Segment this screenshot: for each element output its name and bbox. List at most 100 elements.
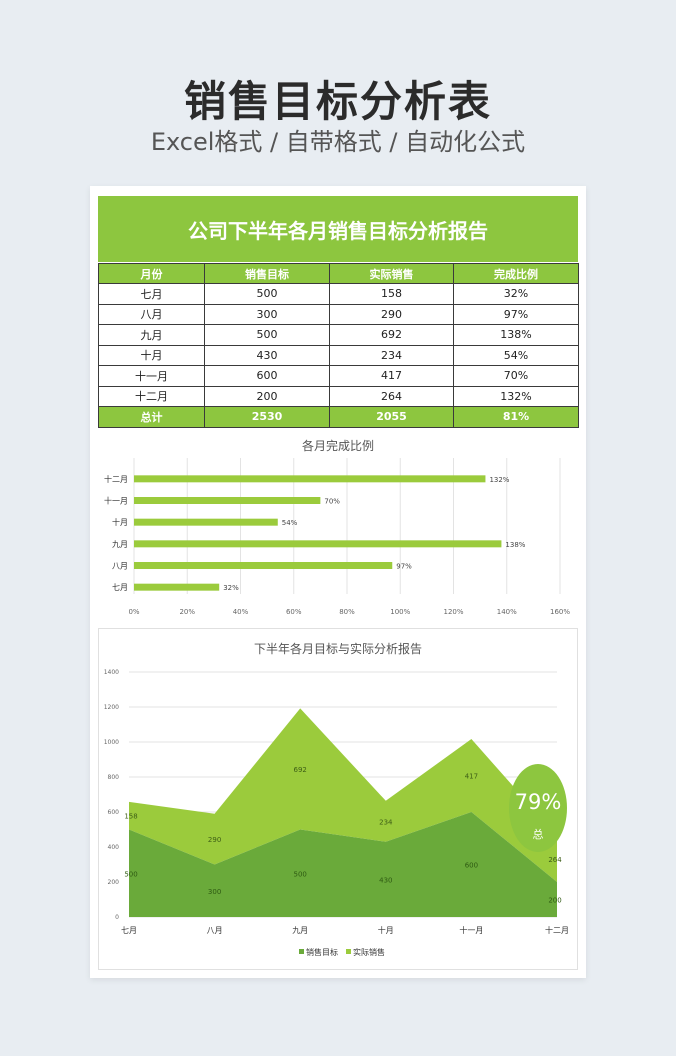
sales-table: 月份 销售目标 实际销售 完成比例 七月 500 158 32% 八月 300 … [98, 263, 579, 428]
bar [134, 475, 486, 483]
column-header: 实际销售 [329, 263, 454, 284]
x-tick-label: 40% [233, 608, 249, 616]
y-category-label: 七月 [112, 583, 128, 592]
table-header-row: 月份 销售目标 实际销售 完成比例 [98, 263, 579, 284]
x-category-label: 七月 [121, 926, 137, 935]
area-series-target [129, 812, 557, 917]
cell-ratio: 132% [453, 385, 579, 407]
cell-target: 300 [204, 303, 330, 325]
page-title: 销售目标分析表 [183, 77, 492, 126]
cell-month: 十一月 [98, 365, 205, 387]
target-data-label: 300 [208, 888, 221, 896]
y-category-label: 十一月 [104, 496, 128, 506]
bar [134, 583, 220, 591]
target-data-label: 200 [548, 897, 561, 905]
y-tick-label: 400 [108, 844, 120, 851]
target-data-label: 500 [124, 870, 137, 878]
column-header: 销售目标 [204, 263, 330, 284]
x-category-label: 十一月 [459, 925, 483, 935]
x-category-label: 九月 [292, 926, 308, 935]
cell-ratio: 138% [453, 324, 579, 346]
bar [134, 562, 393, 569]
cell-month: 七月 [98, 283, 205, 305]
x-tick-label: 140% [497, 608, 517, 616]
bar [134, 540, 502, 548]
bar-value-label: 138% [505, 541, 525, 549]
cell-target: 500 [204, 283, 330, 305]
x-tick-label: 100% [390, 608, 410, 616]
cell-ratio: 70% [453, 365, 579, 387]
legend-label-actual: 实际销售 [353, 947, 385, 957]
report-title: 公司下半年各月销售目标分析报告 [98, 196, 578, 262]
table-row: 十一月 600 417 70% [98, 365, 579, 387]
x-tick-label: 20% [179, 608, 195, 616]
target-data-label: 430 [379, 876, 392, 884]
y-tick-label: 800 [108, 774, 120, 781]
actual-data-label: 234 [379, 818, 393, 826]
target-data-label: 500 [294, 870, 307, 878]
cell-month: 八月 [98, 303, 205, 325]
total-ratio: 81% [453, 406, 579, 428]
cell-ratio: 97% [453, 303, 579, 325]
cell-month: 九月 [98, 324, 205, 346]
legend-label-target: 销售目标 [306, 947, 338, 957]
x-tick-label: 160% [550, 608, 570, 616]
y-tick-label: 600 [108, 809, 120, 816]
table-row: 八月 300 290 97% [98, 303, 579, 325]
table-row: 十二月 200 264 132% [98, 385, 579, 407]
cell-target: 500 [204, 324, 330, 346]
area-series-actual [129, 708, 557, 882]
actual-data-label: 290 [208, 836, 221, 844]
cell-actual: 417 [329, 365, 454, 387]
total-target: 2530 [204, 406, 330, 428]
y-tick-label: 200 [108, 879, 120, 886]
table-total-row: 总计 2530 2055 81% [98, 406, 579, 428]
x-tick-label: 120% [443, 608, 463, 616]
x-tick-label: 0% [128, 608, 139, 616]
completion-badge [509, 764, 567, 852]
cell-month: 十月 [98, 344, 205, 366]
report-sheet: 公司下半年各月销售目标分析报告 月份 销售目标 实际销售 完成比例 七月 500… [90, 186, 586, 978]
x-tick-label: 80% [339, 608, 355, 616]
bar-value-label: 132% [489, 476, 509, 484]
bar-value-label: 32% [223, 584, 239, 592]
actual-data-label: 158 [124, 813, 137, 821]
cell-target: 600 [204, 365, 330, 387]
table-row: 十月 430 234 54% [98, 344, 579, 366]
cell-actual: 264 [329, 385, 454, 407]
y-category-label: 十月 [112, 517, 128, 527]
cell-target: 430 [204, 344, 330, 366]
cell-actual: 158 [329, 283, 454, 305]
y-category-label: 十二月 [104, 474, 128, 484]
target-actual-area-chart: 下半年各月目标与实际分析报告 0 200 400 600 800 1000 1200 1400 5… [98, 628, 578, 970]
actual-data-label: 692 [294, 766, 307, 774]
actual-data-label: 264 [548, 856, 562, 864]
legend-swatch-target [299, 949, 304, 954]
table-row: 七月 500 158 32% [98, 283, 579, 305]
cell-target: 200 [204, 385, 330, 407]
bar [134, 518, 278, 526]
y-tick-label: 0 [115, 914, 119, 921]
cell-actual: 692 [329, 324, 454, 346]
column-header: 完成比例 [453, 263, 579, 284]
badge-value: 79% [515, 790, 562, 814]
column-header: 月份 [98, 263, 205, 284]
y-tick-label: 1200 [104, 704, 119, 711]
cell-actual: 234 [329, 344, 454, 366]
total-actual: 2055 [329, 406, 454, 428]
cell-ratio: 54% [453, 344, 579, 366]
badge-label: 总 [533, 827, 544, 841]
bar-value-label: 97% [396, 563, 412, 571]
cell-ratio: 32% [453, 283, 579, 305]
x-category-label: 八月 [207, 926, 223, 935]
y-tick-label: 1000 [104, 739, 119, 746]
completion-bar-chart: 各月完成比例 0% 20% 40% 60% 80% 100% 120% 140% 160% 七月 32… [104, 438, 570, 616]
bar-value-label: 54% [282, 519, 298, 527]
chart-title: 各月完成比例 [302, 438, 374, 453]
x-category-label: 十月 [378, 925, 394, 935]
x-category-label: 十二月 [545, 925, 569, 935]
total-label: 总计 [98, 406, 205, 428]
y-category-label: 八月 [112, 562, 128, 571]
bar [134, 497, 321, 504]
table-row: 九月 500 692 138% [98, 324, 579, 346]
